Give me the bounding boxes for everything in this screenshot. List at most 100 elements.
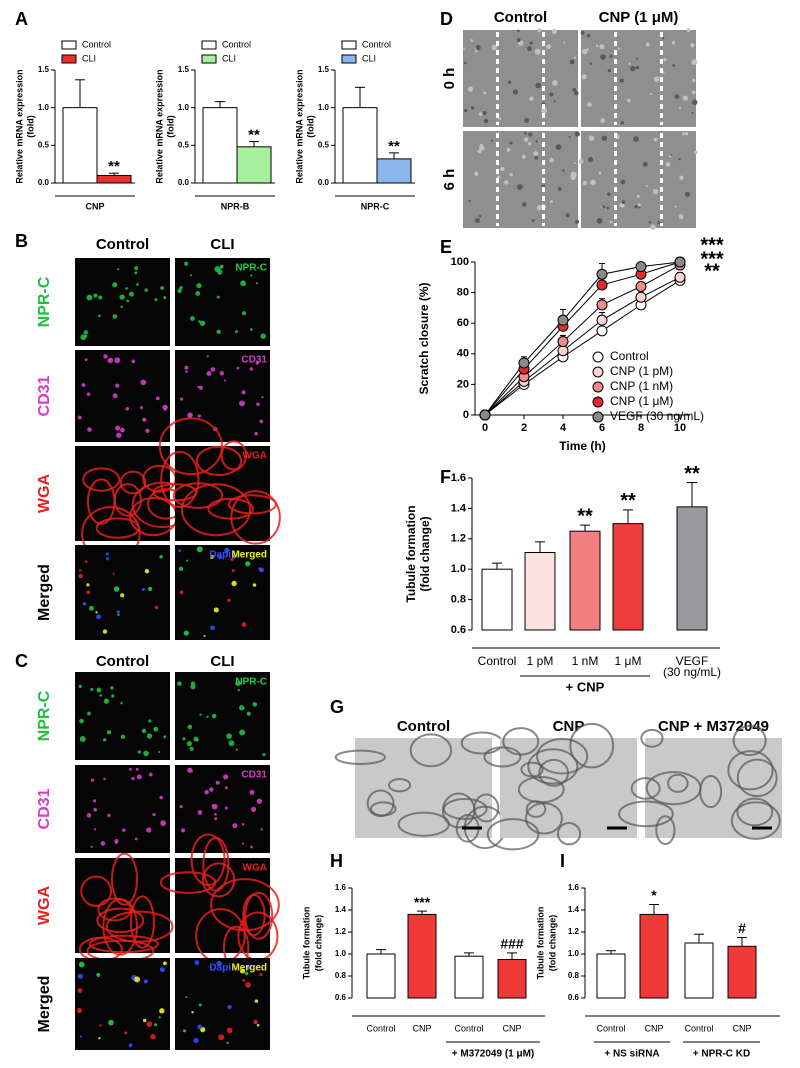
row-label: WGA: [36, 886, 53, 926]
micrograph-feature: [224, 806, 228, 810]
data-point: [674, 256, 686, 268]
micrograph-feature: [627, 98, 631, 103]
panel-letter: I: [560, 851, 565, 871]
micrograph-feature: [137, 750, 141, 754]
micrograph-feature: [617, 47, 621, 50]
micrograph-feature: [474, 218, 480, 223]
bar: [481, 568, 513, 631]
micrograph: [581, 30, 696, 127]
micrograph-feature: [227, 1005, 232, 1010]
x-tick-label: Control: [478, 654, 517, 668]
micrograph-feature: [517, 29, 520, 33]
micrograph-feature: [509, 141, 513, 145]
micrograph-feature: [244, 891, 274, 940]
y-axis-label: Tubule formation: [404, 505, 418, 602]
micrograph-feature: [126, 299, 130, 303]
micrograph-feature: [483, 91, 487, 95]
micrograph-feature: [198, 1003, 202, 1007]
legend-marker: [592, 411, 604, 423]
micrograph-feature: [645, 184, 648, 187]
micrograph-feature: [223, 379, 226, 382]
micrograph-feature: [189, 274, 192, 277]
micrograph-feature: [187, 724, 193, 730]
micrograph-feature: [211, 803, 218, 810]
y-tick-label: 0.0: [38, 178, 50, 187]
data-point: [557, 345, 569, 357]
row-label: Merged: [36, 564, 53, 621]
micrograph-feature: [179, 397, 184, 401]
y-tick-label: 1.2: [451, 533, 466, 545]
bar: [727, 945, 757, 999]
micrograph-feature: [160, 450, 200, 508]
micrograph-feature: [79, 1035, 82, 1038]
y-tick-label: 0.8: [335, 971, 347, 980]
micrograph-feature: [249, 328, 253, 331]
micrograph-feature: [618, 800, 674, 828]
y-tick-label: 0.0: [178, 178, 190, 187]
micrograph-feature: [231, 580, 237, 587]
row-label: WGA: [36, 474, 53, 514]
micrograph-feature: [556, 821, 582, 846]
micrograph-feature: [648, 220, 652, 224]
significance: ###: [500, 936, 524, 952]
y-tick-label: 100: [451, 256, 469, 268]
micrograph-feature: [671, 41, 676, 45]
micrograph-feature: [89, 605, 94, 611]
micrograph-feature: [692, 78, 696, 82]
micrograph-feature: [196, 738, 199, 742]
micrograph-feature: [665, 162, 671, 167]
micrograph-feature: [186, 740, 193, 747]
panel-letter: B: [15, 231, 28, 251]
micrograph-feature: [197, 414, 201, 418]
micrograph-feature: [135, 767, 139, 771]
legend-label: CLI: [82, 53, 96, 63]
micrograph-feature: [239, 400, 245, 407]
data-point: [635, 291, 647, 303]
column-header: Control: [494, 9, 547, 26]
micrograph-feature: [581, 48, 588, 55]
micrograph-feature: [103, 354, 108, 359]
micrograph-feature: [650, 224, 656, 230]
y-axis-label: (fold change): [547, 915, 557, 972]
micrograph-feature: [113, 586, 120, 592]
micrograph-feature: [260, 828, 263, 831]
micrograph-feature: [146, 827, 152, 833]
micrograph-feature: [254, 431, 258, 436]
x-tick-label: (30 ng/mL): [663, 665, 721, 679]
micrograph-feature: [163, 961, 167, 966]
micrograph-feature: [158, 1016, 161, 1019]
micrograph-feature: [187, 412, 193, 418]
legend-marker: [592, 396, 604, 408]
micrograph-feature: [242, 979, 245, 982]
micrograph-feature: [334, 749, 386, 765]
micrograph-feature: [240, 280, 247, 287]
image-label: NPR-C: [235, 677, 267, 688]
y-axis-label: Relative mRNA expression: [294, 69, 304, 183]
micrograph-feature: [141, 587, 145, 591]
micrograph-feature: [90, 845, 93, 848]
y-tick-label: 1.6: [451, 472, 466, 484]
micrograph-feature: [206, 715, 209, 718]
y-tick-label: 0.8: [568, 971, 580, 980]
micrograph-feature: [509, 172, 514, 177]
micrograph-feature: [596, 217, 603, 224]
micrograph-feature: [239, 729, 246, 736]
x-tick-label: 8: [638, 422, 644, 434]
micrograph-feature: [240, 968, 246, 974]
micrograph-feature: [259, 567, 264, 573]
micrograph-feature: [86, 583, 90, 587]
group-label: + NPR-C KD: [693, 1049, 751, 1060]
micrograph-feature: [590, 179, 596, 186]
micrograph-feature: [186, 559, 189, 562]
micrograph-feature: [116, 610, 120, 614]
micrograph-feature: [125, 287, 128, 290]
micrograph-feature: [635, 65, 640, 70]
micrograph-feature: [732, 724, 767, 757]
micrograph-feature: [148, 719, 152, 723]
micrograph-feature: [259, 419, 264, 424]
micrograph-feature: [134, 271, 138, 275]
micrograph-feature: [122, 828, 126, 832]
micrograph-feature: [96, 687, 102, 693]
micrograph-feature: [727, 750, 774, 791]
y-tick-label: 20: [457, 378, 469, 390]
